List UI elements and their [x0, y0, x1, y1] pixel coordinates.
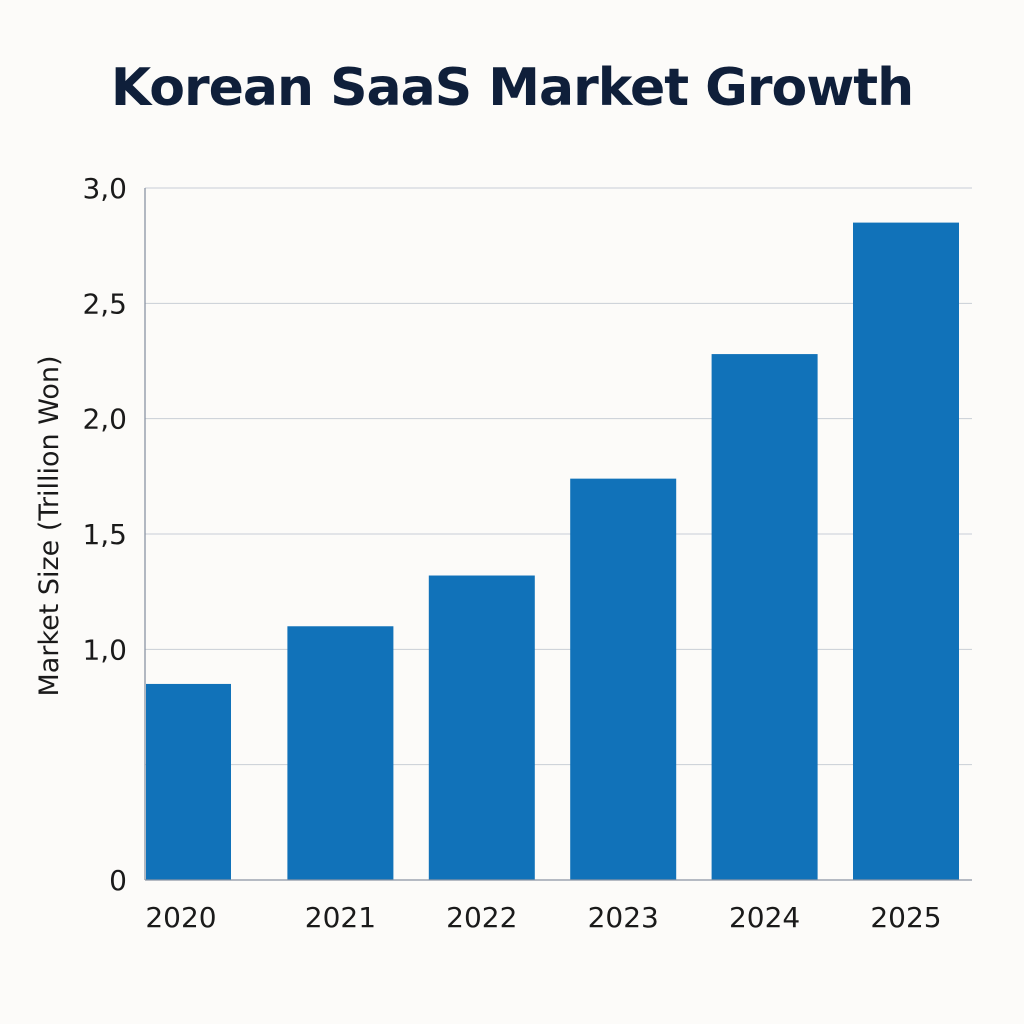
bars	[146, 222, 959, 881]
bar-2022	[428, 575, 535, 880]
bar-2021	[287, 626, 394, 880]
y-tick-label: 0	[109, 864, 127, 897]
bar-2023	[570, 478, 677, 880]
x-tick-label-2025: 2025	[870, 901, 941, 934]
y-tick-label: 2,0	[82, 403, 127, 436]
y-tick-label: 1,0	[82, 633, 127, 666]
y-axis-title: Market Size (Trillion Won)	[34, 355, 65, 696]
x-tick-label-2024: 2024	[729, 901, 800, 934]
x-tick-label-2022: 2022	[446, 901, 517, 934]
x-tick-label-2021: 2021	[305, 901, 376, 934]
y-tick-label: 3,0	[82, 172, 127, 205]
y-tick-labels: 0 1,0 1,5 2,0 2,5 3,0	[82, 172, 127, 897]
bar-2024	[711, 354, 818, 881]
bar-2025	[853, 222, 959, 881]
gridlines	[145, 187, 972, 766]
x-tick-labels: 2020 2021 2022 2023 2024 2025	[145, 901, 941, 934]
axes	[144, 188, 972, 881]
x-tick-label-2023: 2023	[588, 901, 659, 934]
x-tick-label-2020: 2020	[145, 901, 216, 934]
y-tick-label: 1,5	[82, 518, 127, 551]
y-tick-label: 2,5	[82, 287, 127, 320]
bar-2020	[146, 683, 231, 880]
chart-title: Korean SaaS Market Growth	[110, 58, 914, 118]
